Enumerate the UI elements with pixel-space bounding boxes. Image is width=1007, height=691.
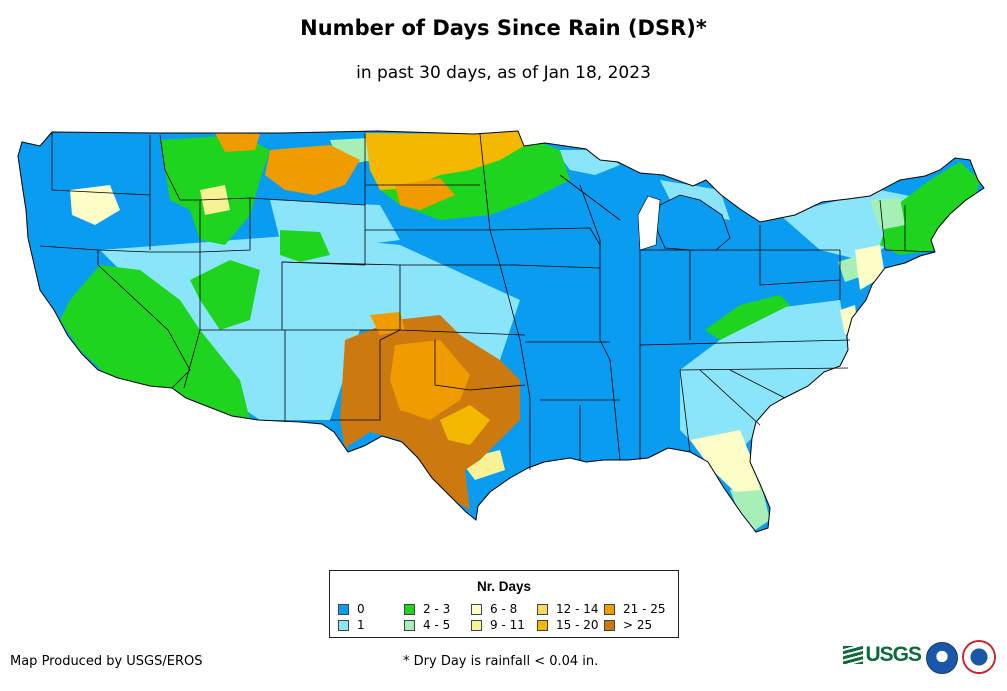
legend-item-7: 15 - 20 — [537, 618, 599, 632]
state-borders — [39, 132, 936, 470]
legend-label: 9 - 11 — [490, 618, 525, 632]
legend: Nr. Days 0 1 2 - 3 4 - 5 6 - 8 9 - 11 12… — [329, 570, 679, 638]
legend-label: 1 — [357, 618, 365, 632]
map-title: Number of Days Since Rain (DSR)* — [300, 16, 707, 40]
legend-item-3: 4 - 5 — [404, 618, 450, 632]
legend-item-8: 21 - 25 — [604, 602, 666, 616]
legend-label: 21 - 25 — [623, 602, 666, 616]
legend-swatch — [338, 619, 349, 631]
legend-swatch — [537, 619, 548, 631]
legend-label: 2 - 3 — [423, 602, 451, 616]
legend-item-9: > 25 — [604, 618, 652, 632]
legend-item-4: 6 - 8 — [471, 602, 517, 616]
legend-title: Nr. Days — [476, 579, 532, 594]
dry-day-note: * Dry Day is rainfall < 0.04 in. — [403, 654, 599, 669]
legend-swatch — [604, 619, 615, 631]
legend-item-0: 0 — [338, 602, 365, 616]
producer-credit: Map Produced by USGS/EROS — [10, 654, 203, 669]
legend-label: 0 — [357, 602, 365, 616]
legend-swatch — [338, 603, 349, 615]
usgs-wave-icon — [843, 646, 864, 664]
legend-swatch — [604, 603, 615, 615]
legend-swatch — [404, 603, 415, 615]
usgs-logo: USGS — [843, 640, 922, 670]
legend-label: 15 - 20 — [556, 618, 599, 632]
legend-swatch — [404, 619, 415, 631]
legend-label: > 25 — [623, 618, 653, 632]
noaa-logo — [926, 642, 958, 674]
legend-item-2: 2 - 3 — [404, 602, 450, 616]
legend-label: 6 - 8 — [490, 602, 518, 616]
usgs-wordmark: USGS — [865, 643, 922, 666]
legend-swatch — [471, 619, 482, 631]
michigan-lower — [654, 194, 731, 251]
legend-item-1: 1 — [338, 618, 365, 632]
legend-swatch — [537, 603, 548, 615]
legend-swatch — [471, 603, 482, 615]
nws-logo — [962, 640, 996, 674]
legend-item-6: 12 - 14 — [537, 602, 599, 616]
lake-michigan — [637, 195, 661, 251]
us-dsr-map — [17, 130, 985, 533]
legend-label: 4 - 5 — [423, 618, 451, 632]
map-subtitle: in past 30 days, as of Jan 18, 2023 — [356, 63, 651, 83]
legend-item-5: 9 - 11 — [471, 618, 525, 632]
legend-label: 12 - 14 — [556, 602, 599, 616]
